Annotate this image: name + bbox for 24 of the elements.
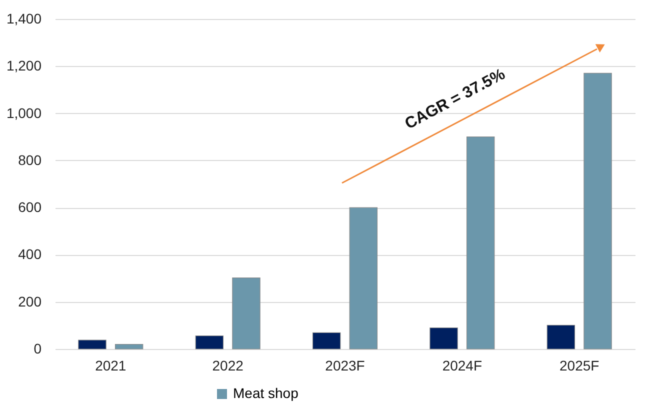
bar xyxy=(312,332,341,350)
y-tick-label: 400 xyxy=(18,246,42,262)
y-tick-label: 1,000 xyxy=(6,104,42,121)
x-tick-label: 2022 xyxy=(212,358,244,374)
y-tick-label: 600 xyxy=(18,199,42,216)
x-tick-label: 2025F xyxy=(559,358,600,374)
bar xyxy=(78,340,106,350)
bar xyxy=(195,336,224,350)
bar xyxy=(584,72,612,350)
y-tick-label: 1,400 xyxy=(6,10,42,26)
y-tick-label: 800 xyxy=(18,152,42,168)
y-tick-label: 1,200 xyxy=(6,58,42,74)
bar xyxy=(466,136,495,350)
y-tick-label: 200 xyxy=(18,293,42,310)
bar xyxy=(114,344,144,350)
bar xyxy=(349,207,378,350)
y-tick-label: 0 xyxy=(34,340,42,356)
bar xyxy=(546,324,576,350)
x-tick-label: 2023F xyxy=(325,358,365,374)
x-tick-label: 2024F xyxy=(442,358,482,374)
legend-label: Meat shop xyxy=(233,385,299,401)
x-tick-label: 2021 xyxy=(95,358,126,374)
bar xyxy=(430,327,458,350)
bar xyxy=(232,278,260,350)
